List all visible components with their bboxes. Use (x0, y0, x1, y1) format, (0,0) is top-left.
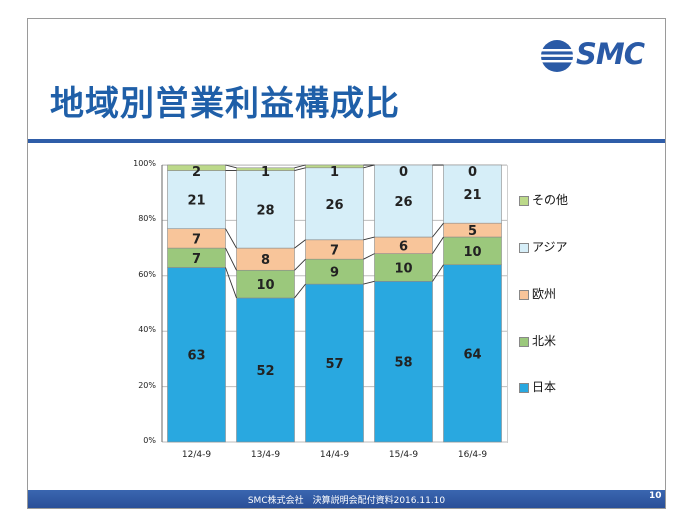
x-tick-label: 15/4-9 (388, 450, 419, 460)
series-line (432, 236, 444, 254)
x-tick-label: 13/4-9 (250, 450, 281, 460)
data-label: 10 (256, 278, 274, 293)
bar-segment (236, 269, 295, 299)
data-label: 64 (463, 347, 481, 362)
series-line (225, 247, 237, 271)
series-line (363, 236, 375, 241)
legend-item: 欧州 (519, 285, 556, 302)
data-label: 7 (330, 243, 339, 258)
data-label: 26 (394, 195, 412, 210)
series-line (432, 222, 444, 238)
bar-segment (236, 167, 295, 171)
data-label: 10 (394, 261, 412, 276)
data-label: 9 (330, 266, 339, 281)
bar-segment (167, 170, 226, 230)
data-label: 1 (261, 165, 270, 180)
y-tick-label: 40% (138, 325, 156, 335)
series-line (294, 167, 306, 171)
bar-segment (374, 253, 433, 282)
smc-logo-icon (541, 40, 573, 72)
series-line (225, 228, 237, 249)
data-label: 58 (394, 356, 412, 371)
legend-item: 日本 (519, 378, 556, 395)
legend-label: 北米 (532, 334, 557, 348)
bar-segment (443, 236, 502, 266)
slide-border (27, 18, 666, 509)
footer-bar (28, 490, 665, 508)
y-tick-label: 0% (143, 436, 156, 445)
series-line (294, 239, 306, 249)
data-label: 52 (256, 364, 274, 379)
legend-swatch (519, 195, 529, 206)
bar-segment (443, 164, 502, 224)
series-line (363, 164, 375, 169)
data-label: 7 (192, 252, 201, 267)
bar-segment (305, 164, 364, 169)
smc-logo-text: SMC (576, 37, 645, 71)
x-tick-label: 12/4-9 (181, 450, 212, 460)
x-tick-label: 16/4-9 (457, 450, 488, 460)
series-line (294, 164, 306, 169)
legend-label: 日本 (532, 380, 557, 394)
data-label: 21 (187, 194, 205, 209)
bar-segment (236, 170, 295, 249)
bar-segment (374, 164, 433, 238)
data-label: 10 (463, 245, 481, 260)
legend-label: アジア (532, 240, 568, 254)
data-label: 7 (192, 232, 201, 247)
legend-item: 北米 (519, 332, 556, 349)
legend-item: アジア (519, 238, 568, 255)
data-label: 57 (325, 357, 343, 372)
series-line (432, 264, 444, 282)
legend-label: その他 (532, 193, 569, 207)
legend-swatch (519, 242, 529, 253)
legend-item: その他 (519, 191, 568, 208)
y-tick-label: 80% (138, 214, 156, 224)
data-label: 8 (261, 253, 270, 268)
data-label: 2 (192, 165, 201, 180)
y-tick-label: 60% (138, 269, 156, 279)
x-tick-label: 14/4-9 (319, 450, 350, 460)
bar-segment (305, 283, 364, 443)
bar-segment (443, 264, 502, 443)
slide-title: 地域別営業利益構成比 (50, 84, 400, 124)
legend-swatch (519, 289, 529, 300)
footer-text: SMC株式会社 決算説明会配付資料2016.11.10 (247, 496, 446, 506)
legend-swatch (519, 336, 529, 347)
data-label: 26 (325, 198, 343, 213)
series-line (225, 164, 237, 169)
y-tick-label: 20% (138, 380, 156, 390)
data-label: 28 (256, 203, 274, 218)
series-line (363, 280, 375, 285)
bar-segment (305, 167, 364, 241)
bar-segment (236, 297, 295, 443)
data-label: 1 (330, 165, 339, 180)
legend-swatch (519, 382, 529, 393)
data-label: 0 (399, 165, 408, 180)
page-number: 10 (649, 491, 662, 501)
legend-label: 欧州 (532, 287, 557, 301)
bar-segment (167, 164, 226, 171)
data-label: 63 (187, 349, 205, 364)
data-label: 5 (468, 224, 477, 239)
data-label: 6 (399, 239, 408, 254)
series-line (294, 283, 306, 299)
series-line (363, 253, 375, 260)
y-tick-label: 100% (133, 159, 156, 168)
series-line (294, 258, 306, 271)
title-rule (28, 139, 665, 143)
bar-segment (374, 281, 433, 443)
series-line (225, 267, 237, 299)
data-label: 0 (468, 165, 477, 180)
data-label: 21 (463, 188, 481, 203)
